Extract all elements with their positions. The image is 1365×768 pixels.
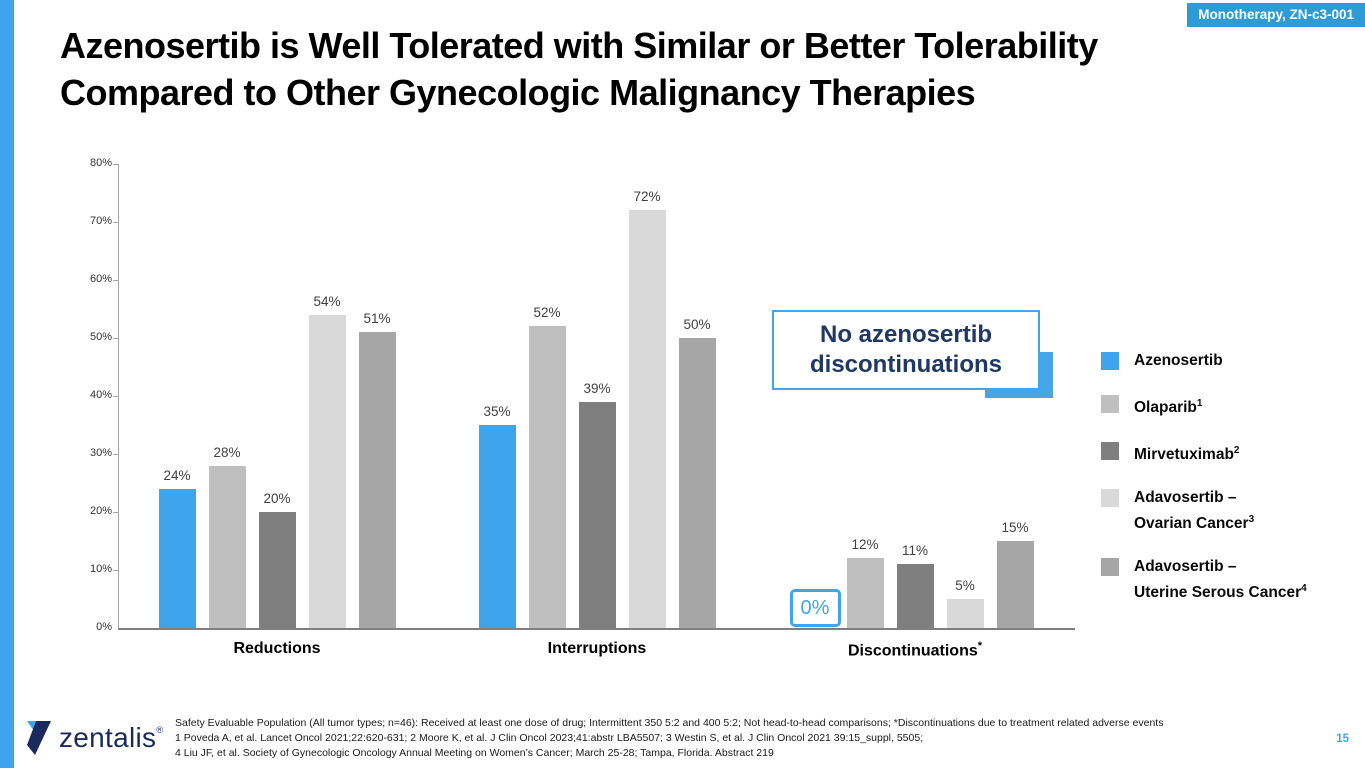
bar-value-label: 54% <box>313 293 341 309</box>
legend-label: Adavosertib – Uterine Serous Cancer4 <box>1134 558 1307 602</box>
bar <box>358 332 396 628</box>
bar-value-label: 28% <box>213 444 241 460</box>
legend-item: Azenosertib <box>1101 350 1307 372</box>
bar-value-label: 11% <box>901 543 929 559</box>
bar-value-label: 12% <box>851 537 879 553</box>
left-accent-bar <box>0 0 14 768</box>
legend-item: Adavosertib – Ovarian Cancer3 <box>1101 487 1307 535</box>
bar-value-label: 15% <box>1001 520 1029 535</box>
legend-swatch <box>1101 489 1119 508</box>
legend-label: Azenosertib <box>1134 352 1223 369</box>
x-axis-line <box>118 628 1075 630</box>
legend-item: Adavosertib – Uterine Serous Cancer4 <box>1101 556 1307 604</box>
y-axis-tick <box>113 512 118 513</box>
bar-value-label: 50% <box>683 317 711 332</box>
bar-value-label: 51% <box>363 311 391 327</box>
logo-trademark: ® <box>156 725 163 735</box>
bar-value-label: 39% <box>583 380 611 396</box>
callout-line1: No azenosertib <box>819 321 993 348</box>
bar <box>158 488 196 628</box>
zentalis-logo: zentalis® <box>26 720 163 756</box>
y-axis-tick <box>113 454 118 455</box>
legend-swatch <box>1101 442 1119 461</box>
bar <box>896 564 934 628</box>
bar <box>308 314 346 628</box>
legend-swatch <box>1101 395 1119 413</box>
legend-item: Mirvetuximab2 <box>1101 440 1307 466</box>
category-label: Discontinuations* <box>847 640 983 660</box>
legend-label: Adavosertib – Ovarian Cancer3 <box>1134 489 1255 533</box>
bar <box>628 210 666 628</box>
bar-value-label: 5% <box>955 578 975 593</box>
y-axis-tick-label: 50% <box>89 331 112 343</box>
bar <box>578 401 616 628</box>
page-number: 15 <box>1336 733 1349 745</box>
footnote-line2: 1 Poveda A, et al. Lancet Oncol 2021;22:… <box>175 732 924 744</box>
zentalis-logo-icon <box>27 721 51 755</box>
bar <box>478 425 516 628</box>
y-axis-tick-label: 40% <box>89 389 112 401</box>
slide-title-line1: Azenosertib is Well Tolerated with Simil… <box>60 25 1098 66</box>
bar-value-label: 24% <box>163 467 191 483</box>
legend-swatch <box>1101 352 1119 370</box>
zentalis-logo-text: zentalis <box>59 722 157 753</box>
y-axis-tick <box>113 338 118 339</box>
y-axis-tick-label: 20% <box>89 505 112 517</box>
legend-swatch <box>1101 558 1119 577</box>
footnotes: Safety Evaluable Population (All tumor t… <box>175 716 1265 761</box>
y-axis-tick <box>113 222 118 223</box>
y-axis-tick <box>113 396 118 397</box>
category-label: Interruptions <box>547 640 647 657</box>
bar <box>528 326 566 628</box>
y-axis-tick-label: 10% <box>89 563 112 575</box>
bar <box>996 541 1034 628</box>
y-axis-tick <box>113 570 118 571</box>
bar-value-label: 20% <box>263 491 291 506</box>
footnote-line3: 4 Liu JF, et al. Society of Gynecologic … <box>175 747 774 759</box>
y-axis-line <box>118 164 119 628</box>
y-axis-tick-label: 60% <box>89 273 112 285</box>
bar-value-label: 52% <box>533 305 561 321</box>
zero-percent-box: 0% <box>789 589 841 627</box>
bar-chart: 0% 10% 20% 30% 40% 50% 60% 70% 80% 24% 28% 20% 54% 51… <box>80 150 1090 680</box>
footnote-line1: Safety Evaluable Population (All tumor t… <box>175 717 1164 729</box>
y-axis-tick-label: 30% <box>89 447 112 459</box>
y-axis-tick <box>113 164 118 165</box>
bar <box>208 465 246 628</box>
chart-legend: Azenosertib Olaparib1 Mirvetuximab2 Adavose… <box>1101 350 1307 626</box>
y-axis-tick-label: 80% <box>89 157 112 169</box>
y-axis-tick-label: 0% <box>96 621 112 633</box>
slide-title: Azenosertib is Well Tolerated with Simil… <box>60 22 1220 116</box>
bar-value-label: 35% <box>483 404 511 419</box>
legend-item: Olaparib1 <box>1101 393 1307 419</box>
slide-title-line2: Compared to Other Gynecologic Malignancy… <box>60 72 976 113</box>
study-badge: Monotherapy, ZN-c3-001 <box>1187 3 1365 27</box>
legend-label: Olaparib1 <box>1134 398 1203 417</box>
bar <box>678 338 716 628</box>
category-label: Reductions <box>233 640 321 657</box>
callout-line2: discontinuations <box>810 351 1002 378</box>
bar <box>846 558 884 628</box>
y-axis-tick-label: 70% <box>89 215 112 227</box>
bar-value-label: 72% <box>633 189 661 205</box>
bar <box>258 512 296 628</box>
y-axis-tick <box>113 280 118 281</box>
bar <box>946 599 984 628</box>
legend-label: Mirvetuximab2 <box>1134 445 1240 464</box>
no-discontinuations-callout: No azenosertib discontinuations <box>772 310 1040 390</box>
